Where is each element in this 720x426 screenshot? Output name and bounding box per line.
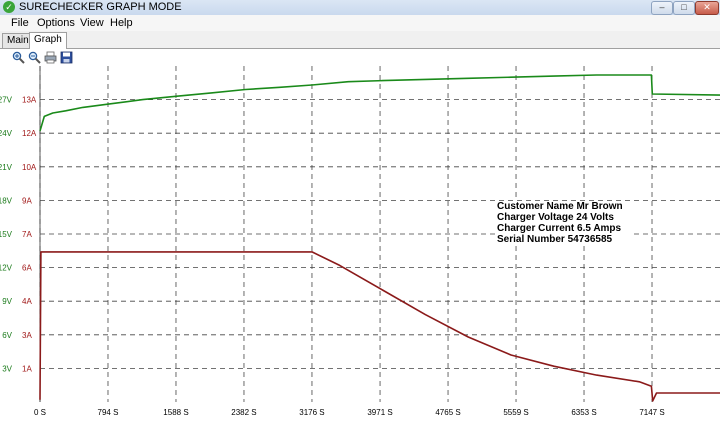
voltage-series-line [39,74,720,132]
info-charger-voltage: Charger Voltage 24 Volts [497,212,614,223]
print-icon[interactable] [44,51,57,64]
current-tick-label: 6A [22,264,32,273]
voltage-tick-label: 6V [2,331,12,340]
current-tick-label: 10A [22,163,37,172]
grid-lines [39,66,720,402]
title-bar: ✓ SURECHECKER GRAPH MODE – □ ✕ [0,0,720,16]
graph-toolbar [0,49,720,66]
maximize-button[interactable]: □ [673,1,695,15]
x-tick-label: 7147 S [639,408,664,417]
current-tick-label: 3A [22,331,32,340]
current-tick-label: 4A [22,297,32,306]
graph-panel[interactable]: 3V 1A 6V 3A 9V 4A 12V 6A 15V 7A 18V 9A 21V 10A 24V 12A 2… [0,66,720,426]
menu-file[interactable]: File [11,17,29,29]
x-tick-label: 3971 S [367,408,392,417]
x-tick-label: 6353 S [571,408,596,417]
save-icon[interactable] [60,51,73,64]
x-tick-label: 0 S [34,408,46,417]
current-tick-label: 12A [22,129,37,138]
y-axis-labels: 3V 1A 6V 3A 9V 4A 12V 6A 15V 7A 18V 9A 21V 10A 24V 12A 2… [0,96,37,374]
zoom-in-icon[interactable] [12,51,25,64]
voltage-tick-label: 15V [0,230,13,239]
zoom-out-icon[interactable] [28,51,41,64]
voltage-tick-label: 3V [2,364,12,373]
app-check-icon: ✓ [3,1,15,13]
voltage-tick-label: 21V [0,163,13,172]
info-customer-name: Customer Name Mr Brown [497,201,623,212]
current-tick-label: 1A [22,364,32,373]
voltage-tick-label: 24V [0,129,13,138]
minimize-button[interactable]: – [651,1,673,15]
current-tick-label: 9A [22,196,32,205]
current-tick-label: 7A [22,230,32,239]
x-tick-label: 4765 S [435,408,460,417]
tab-graph[interactable]: Graph [29,32,67,49]
menu-bar: File Options View Help [0,15,720,31]
x-tick-label: 1588 S [163,408,188,417]
voltage-tick-label: 12V [0,264,13,273]
voltage-tick-label: 27V [0,96,13,105]
tab-strip: Main Graph [0,32,720,49]
info-charger-current: Charger Current 6.5 Amps [497,223,622,234]
voltage-tick-label: 18V [0,196,13,205]
x-axis-labels: 0 S 794 S 1588 S 2382 S 3176 S 3971 S 4765 S 55… [34,408,665,417]
x-tick-label: 5559 S [503,408,528,417]
menu-options[interactable]: Options [37,17,75,29]
menu-help[interactable]: Help [110,17,133,29]
window-title: SURECHECKER GRAPH MODE [19,1,182,13]
menu-view[interactable]: View [80,17,104,29]
voltage-tick-label: 9V [2,297,12,306]
info-box: Customer Name Mr Brown Charger Voltage 2… [497,201,632,246]
info-serial-number: Serial Number 54736585 [497,234,613,245]
x-tick-label: 3176 S [299,408,324,417]
close-button[interactable]: ✕ [695,1,719,15]
x-tick-label: 794 S [98,408,119,417]
current-tick-label: 13A [22,96,37,105]
x-tick-label: 2382 S [231,408,256,417]
current-series-line [39,251,720,402]
series-layer [39,74,720,402]
